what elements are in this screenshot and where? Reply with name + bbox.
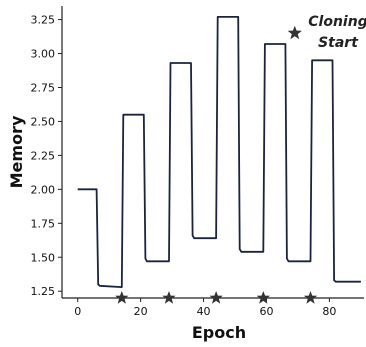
y-axis-label: Memory xyxy=(7,115,26,188)
memory-series-line xyxy=(77,15,361,288)
y-tick-label: 1.75 xyxy=(31,217,56,230)
x-tick-label: 40 xyxy=(197,305,211,318)
cloning-star-icon xyxy=(256,291,270,304)
y-tick-label: 3.00 xyxy=(31,48,56,61)
cloning-star-icon xyxy=(209,291,223,304)
y-tick-label: 1.50 xyxy=(31,251,56,264)
annotation-text-line1: Cloning xyxy=(308,14,366,30)
y-tick-label: 2.25 xyxy=(31,149,56,162)
cloning-star-icon xyxy=(162,291,176,304)
annotation-text-line2: Start xyxy=(318,35,359,51)
x-tick-label: 60 xyxy=(259,305,273,318)
cloning-star-icon xyxy=(115,291,129,304)
y-tick-label: 2.00 xyxy=(31,183,56,196)
y-tick-label: 1.25 xyxy=(31,285,56,298)
cloning-star-icon xyxy=(303,291,318,304)
plot-area: Cloning Start xyxy=(77,14,366,304)
annotation-star-icon xyxy=(287,25,302,40)
axes: 1.25 1.50 1.75 2.00 2.25 2.50 2.75 3.00 3.25 0 20 4… xyxy=(31,6,364,318)
x-axis-label: Epoch xyxy=(192,323,246,342)
y-tick-label: 2.75 xyxy=(31,81,56,94)
y-tick-label: 2.50 xyxy=(31,115,56,128)
x-tick-label: 20 xyxy=(134,305,148,318)
x-tick-label: 80 xyxy=(322,305,336,318)
x-tick-label: 0 xyxy=(74,305,81,318)
y-tick-label: 3.25 xyxy=(31,14,56,27)
